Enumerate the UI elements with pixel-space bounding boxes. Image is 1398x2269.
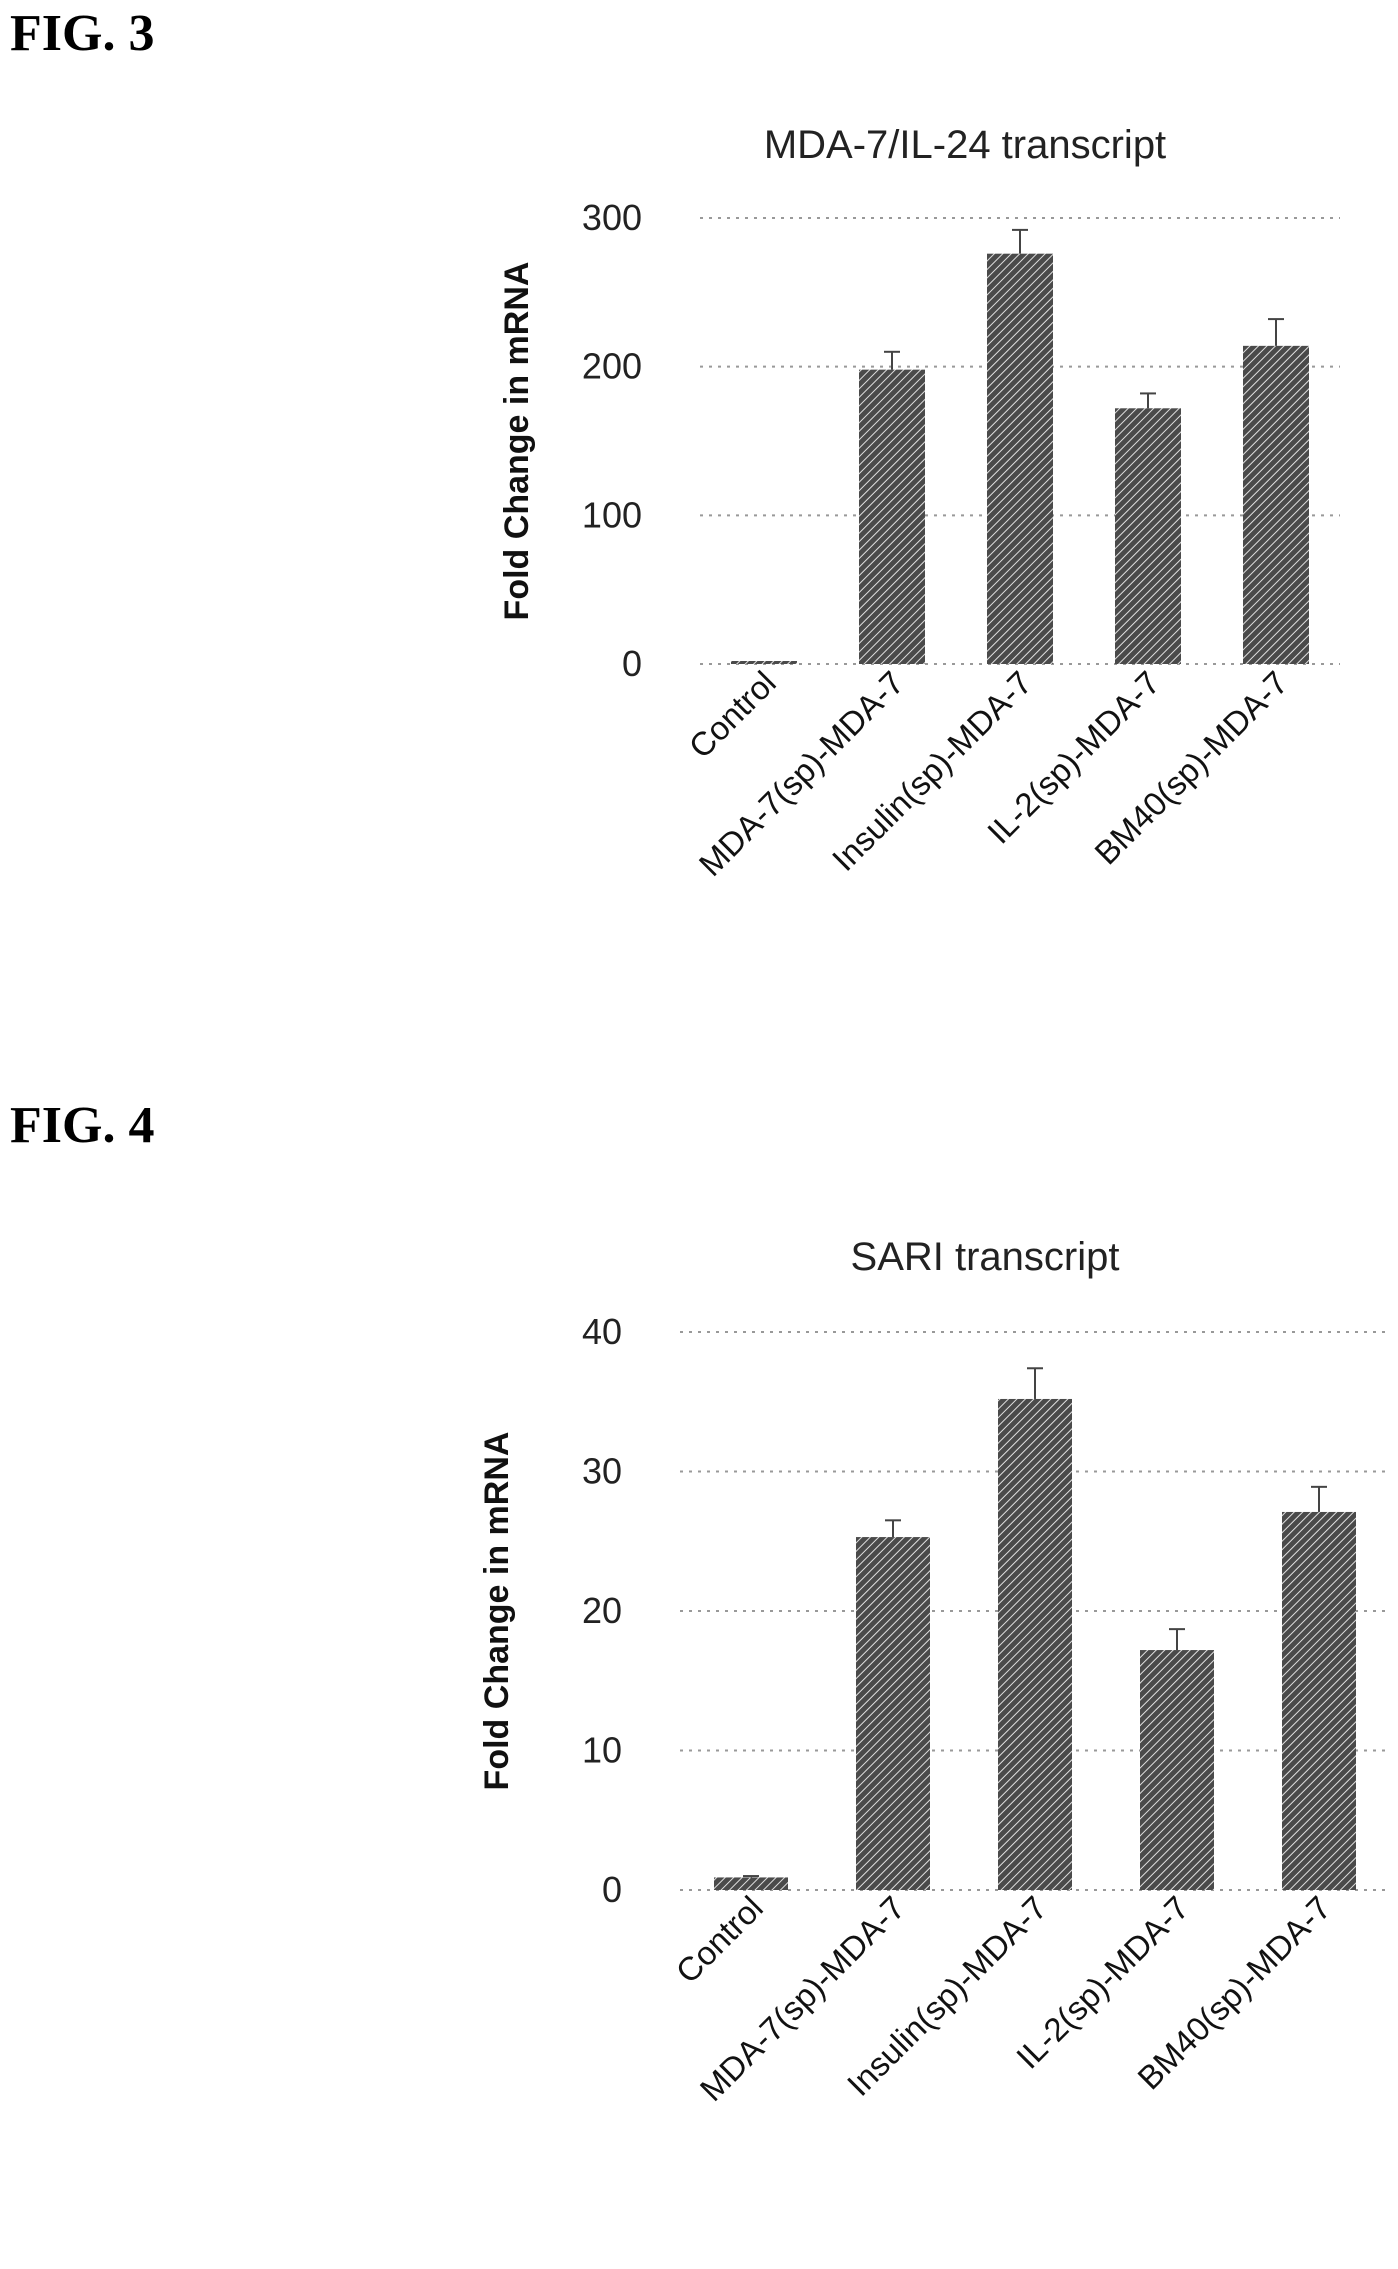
figure-4-label: FIG. 4: [10, 1097, 155, 1154]
bar: [1115, 408, 1181, 664]
fig3-bar-chart: MDA-7/IL-24 transcript Fold Change in mRN…: [498, 123, 1340, 883]
chart-title: MDA-7/IL-24 transcript: [764, 123, 1166, 167]
bar: [714, 1877, 788, 1890]
y-tick-label: 300: [582, 197, 642, 238]
y-tick-label: 10: [582, 1730, 622, 1771]
y-tick-label: 200: [582, 346, 642, 387]
y-tick-label: 0: [602, 1869, 622, 1910]
y-tick-label: 20: [582, 1590, 622, 1631]
x-tick-label: Control: [682, 664, 783, 765]
y-tick-label: 0: [622, 643, 642, 684]
y-tick-label: 30: [582, 1451, 622, 1492]
y-axis-label: Fold Change in mRNA: [478, 1432, 516, 1791]
fig4-bar-chart: SARI transcript Fold Change in mRNA 0 10 20 3…: [478, 1235, 1390, 2108]
bar: [856, 1537, 930, 1890]
bar: [998, 1398, 1072, 1890]
chart-title: SARI transcript: [851, 1235, 1120, 1279]
bar: [859, 369, 925, 664]
bar: [1282, 1511, 1356, 1890]
y-axis-label: Fold Change in mRNA: [498, 262, 536, 621]
bar: [1243, 345, 1309, 664]
y-tick-label: 40: [582, 1311, 622, 1352]
bar: [731, 661, 797, 664]
bar: [987, 253, 1053, 664]
x-tick-label: Control: [669, 1889, 770, 1990]
figure-3-label: FIG. 3: [10, 5, 155, 62]
y-tick-label: 100: [582, 494, 642, 535]
bar: [1140, 1650, 1214, 1890]
